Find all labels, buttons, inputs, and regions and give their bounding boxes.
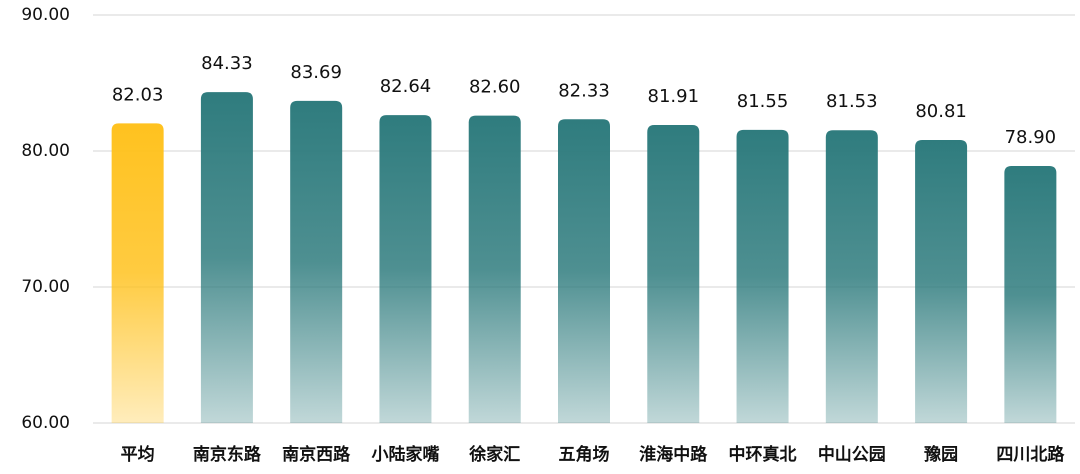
- bar: [558, 119, 610, 423]
- value-label: 80.81: [915, 101, 967, 122]
- y-tick-label: 60.00: [21, 413, 70, 433]
- value-label: 82.03: [112, 84, 164, 105]
- value-label: 81.55: [737, 91, 789, 112]
- bar: [825, 130, 878, 423]
- bar: [1004, 165, 1057, 423]
- x-tick-label: 中山公园: [818, 444, 886, 465]
- bar: [915, 139, 968, 423]
- x-tick-label: 南京东路: [193, 444, 262, 465]
- value-label: 81.91: [648, 86, 700, 107]
- value-label: 81.53: [826, 91, 878, 112]
- y-tick-label: 70.00: [21, 277, 70, 297]
- x-tick-label: 四川北路: [996, 444, 1065, 465]
- x-tick-label: 中环真北: [729, 444, 797, 465]
- y-tick-label: 80.00: [21, 141, 70, 161]
- value-label: 78.90: [1005, 127, 1057, 148]
- bar: [290, 100, 343, 423]
- y-tick-label: 90.00: [21, 5, 70, 25]
- bar: [736, 129, 789, 424]
- bar: [200, 92, 253, 423]
- x-tick-label: 豫园: [924, 444, 958, 465]
- x-tick-label: 小陆家嘴: [371, 444, 439, 465]
- value-label: 82.60: [469, 77, 521, 98]
- x-tick-label: 南京西路: [282, 444, 351, 465]
- value-label: 84.33: [201, 53, 253, 74]
- value-label: 82.33: [558, 80, 610, 101]
- value-label: 83.69: [290, 62, 342, 83]
- bar: [647, 125, 700, 424]
- x-tick-label: 徐家汇: [468, 444, 520, 465]
- bar: [111, 123, 164, 423]
- x-tick-label: 淮海中路: [639, 444, 708, 465]
- value-label: 82.64: [380, 76, 432, 97]
- x-tick-label: 平均: [121, 444, 155, 465]
- x-tick-label: 五角场: [559, 444, 610, 465]
- bar: [379, 115, 432, 423]
- bar: [468, 115, 521, 423]
